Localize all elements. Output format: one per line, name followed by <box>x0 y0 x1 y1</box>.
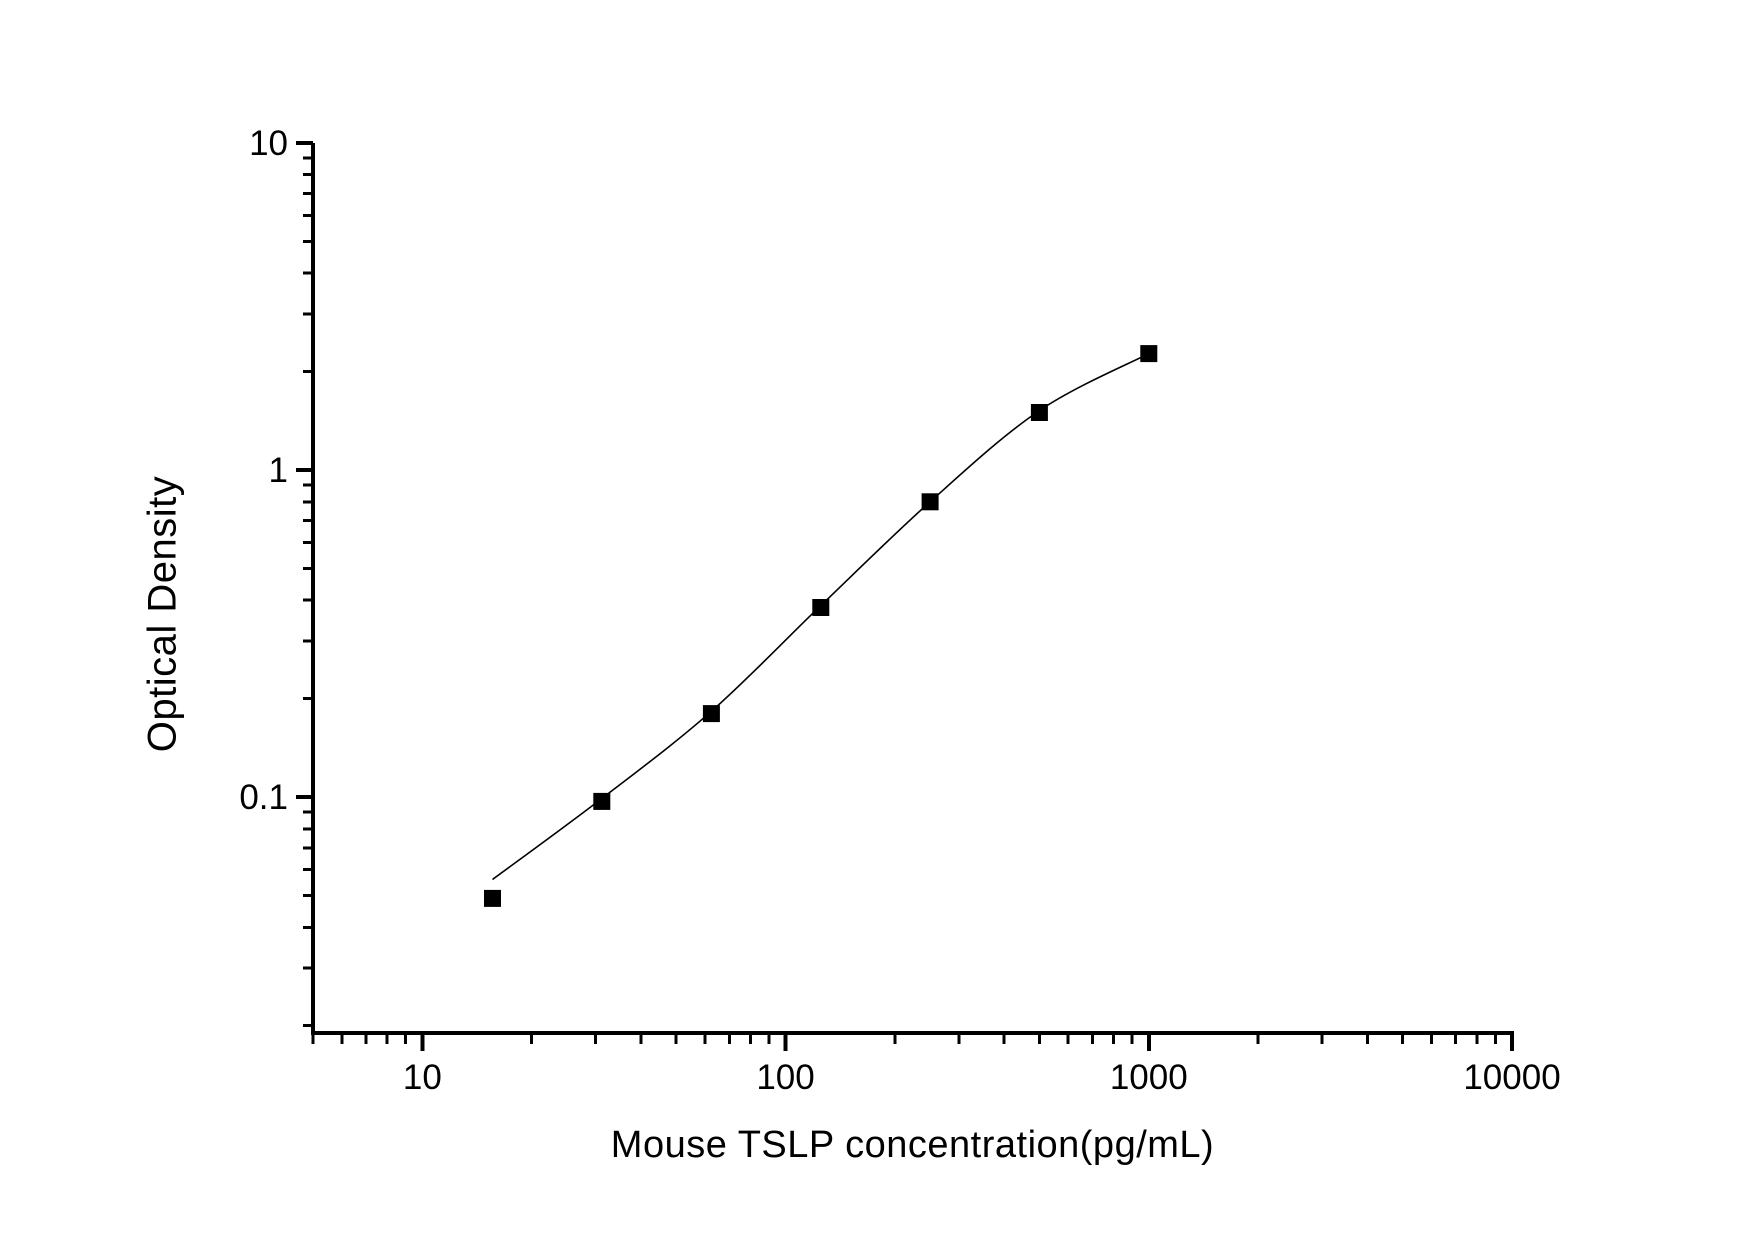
x-axis-title: Mouse TSLP concentration(pg/mL) <box>610 1124 1215 1166</box>
x-tick-label: 1000 <box>1110 1058 1188 1097</box>
data-point-marker <box>593 792 611 810</box>
y-tick-label: 1 <box>269 451 288 490</box>
x-tick-label: 10000 <box>1463 1058 1560 1097</box>
y-axis-title: Optical Density <box>140 475 185 753</box>
x-tick-label: 100 <box>756 1058 814 1097</box>
data-point-marker <box>921 493 939 511</box>
y-tick-label: 0.1 <box>239 778 288 817</box>
x-tick-label: 10 <box>403 1058 442 1097</box>
data-point-marker <box>812 599 830 616</box>
data-point-marker <box>702 705 720 723</box>
y-tick-label: 10 <box>249 124 288 163</box>
data-point-marker <box>1030 404 1048 421</box>
data-point-marker <box>1140 345 1158 363</box>
fit-curve <box>492 352 1150 881</box>
data-point-marker <box>484 889 501 907</box>
